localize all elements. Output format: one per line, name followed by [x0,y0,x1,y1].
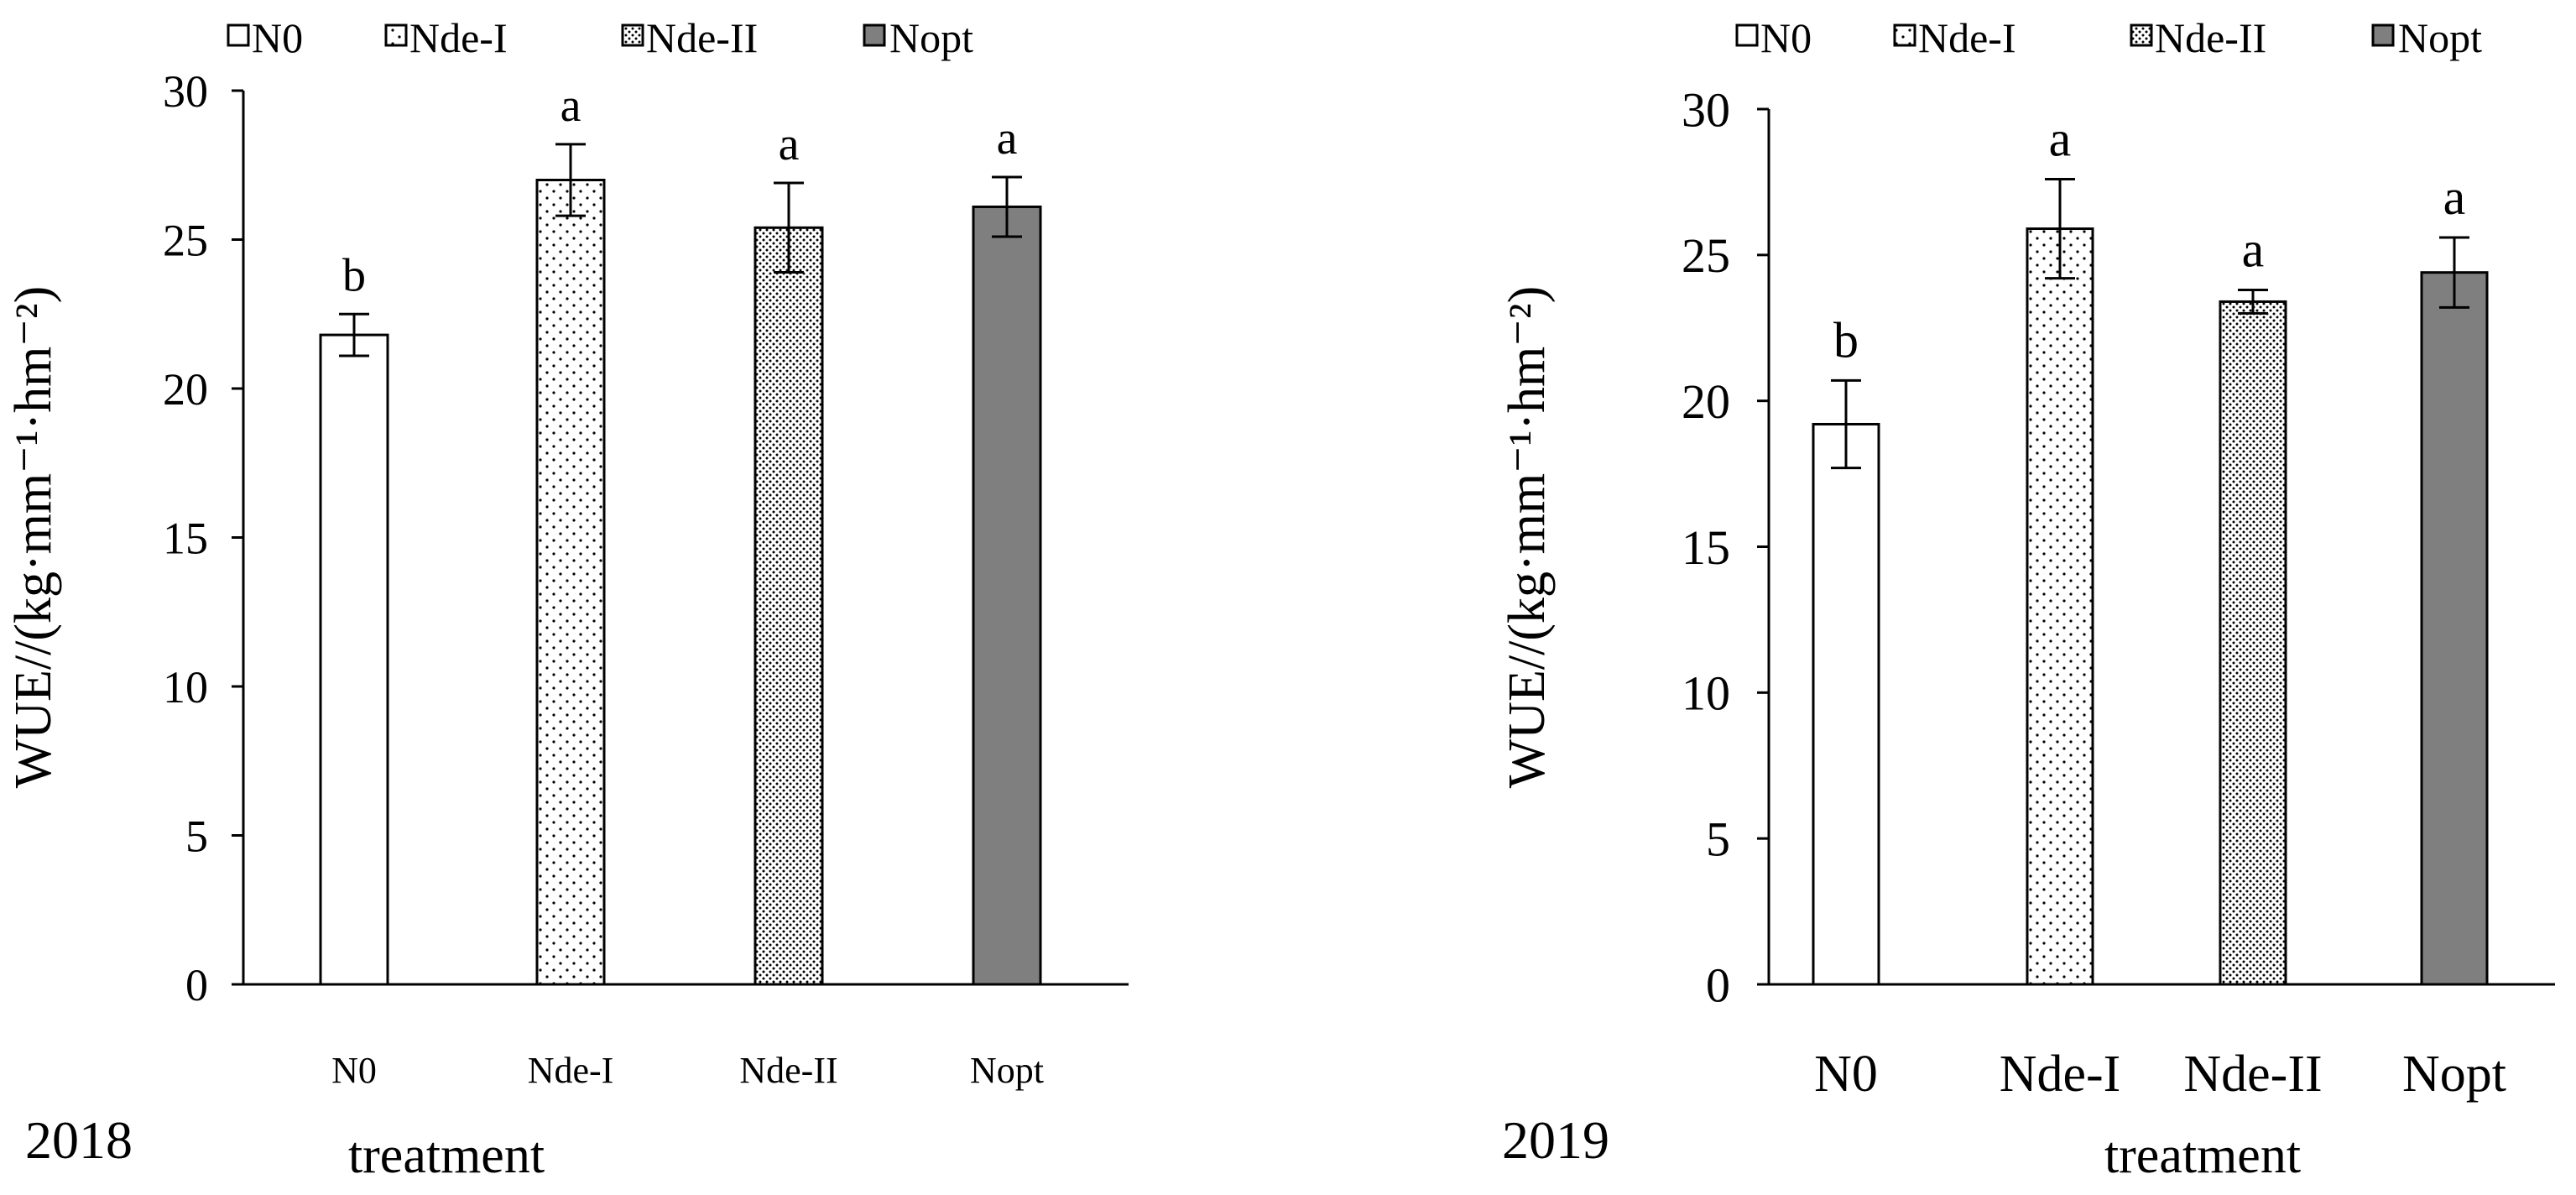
chart-2018: b N0 a Nde-I a Nde-II a Nopt 0 5 10 15 20 25 30 WUE//… [5,66,1129,1184]
significance-label: a [2242,222,2265,278]
legend-swatch [1735,23,1759,47]
legend-2019-n0: N0 [1735,14,1812,61]
significance-label: a [2049,111,2072,166]
y-tick-label: 30 [1682,82,1730,137]
legend-swatch [2130,23,2153,47]
y-tick-label: 0 [185,960,208,1010]
legend-label: Nde-I [1918,14,2016,61]
y-tick-label: 30 [163,66,208,117]
legend-2019-nopt: Nopt [2371,14,2482,61]
y-tick-label: 25 [163,215,208,265]
y-tick-label: 10 [163,662,208,712]
x-axis-title: treatment [2104,1127,2301,1184]
year-label: 2018 [25,1110,133,1170]
y-tick-label: 15 [163,513,208,563]
bar-nopt [972,205,1042,986]
y-tick-label: 0 [1706,958,1730,1012]
x-tick-label: N0 [1814,1046,1878,1103]
legend-label: Nde-II [2155,14,2266,61]
bar-n0 [319,333,389,986]
y-tick-label: 20 [1682,374,1730,429]
y-ticks-2019: 0 5 10 15 20 25 30 [1682,82,1769,1012]
y-tick-label: 10 [1682,666,1730,721]
legend-2018-nde-ii: Nde-II [621,14,758,61]
x-tick-label: Nde-II [739,1050,837,1091]
bar-nde-i [535,179,606,986]
legend-label: N0 [252,14,303,61]
legend-label: N0 [1760,14,1812,61]
bars-2018: b N0 a Nde-I a Nde-II a Nopt [319,80,1044,1091]
year-label: 2019 [1502,1110,1609,1170]
x-tick-label: Nde-I [528,1050,614,1091]
x-tick-label: Nopt [970,1050,1044,1091]
legend-2019: N0 Nde-I Nde-II Nopt [1735,14,2482,61]
x-tick-label: Nopt [2402,1046,2506,1103]
bar-nde-i [2026,227,2094,986]
legend-swatch [621,23,644,47]
y-tick-label: 25 [1682,228,1730,283]
bar-nde-ii [2219,300,2287,986]
x-tick-label: Nde-II [2183,1046,2322,1103]
bar-n0 [1812,422,1880,986]
legend-2018-n0: N0 [227,14,303,61]
x-axis-title: treatment [348,1127,545,1184]
legend-swatch [863,23,886,47]
y-tick-label: 5 [1706,811,1730,866]
legend-2019-nde-ii: Nde-II [2130,14,2266,61]
legend-label: Nopt [2398,14,2482,61]
x-tick-label: N0 [331,1050,377,1091]
significance-label: a [2443,170,2466,225]
bar-nde-ii [754,226,824,986]
significance-label: a [997,112,1018,164]
chart-2019: b N0 a Nde-I a Nde-II a Nopt 0 5 10 15 20 25 30 WUE//… [1499,82,2555,1184]
y-axis-title: WUE//(kg·mm⁻¹·hm⁻²) [5,286,62,789]
y-ticks-2018: 0 5 10 15 20 25 30 [163,66,243,1010]
legend-label: Nopt [889,14,973,61]
legend-swatch [1893,23,1916,47]
significance-label: a [779,118,800,170]
legend-2018-nopt: Nopt [863,14,973,61]
legend-swatch [2371,23,2395,47]
legend-2018-nde-i: Nde-I [384,14,508,61]
y-tick-label: 15 [1682,520,1730,575]
y-axis-title: WUE//(kg·mm⁻¹·hm⁻²) [1499,286,1556,789]
legend-label: Nde-I [409,14,508,61]
legend-2019-nde-i: Nde-I [1893,14,2016,61]
legend-swatch [227,23,250,47]
y-tick-label: 20 [163,364,208,415]
bar-nopt [2420,271,2489,986]
legend-2018: N0 Nde-I Nde-II Nopt [227,14,973,61]
significance-label: a [561,80,581,132]
bars-2019: b N0 a Nde-I a Nde-II a Nopt [1812,111,2506,1103]
y-tick-label: 5 [185,811,208,861]
significance-label: b [1833,312,1859,368]
x-tick-label: Nde-I [2000,1046,2121,1103]
significance-label: b [342,249,366,301]
legend-label: Nde-II [646,14,758,61]
legend-swatch [384,23,408,47]
